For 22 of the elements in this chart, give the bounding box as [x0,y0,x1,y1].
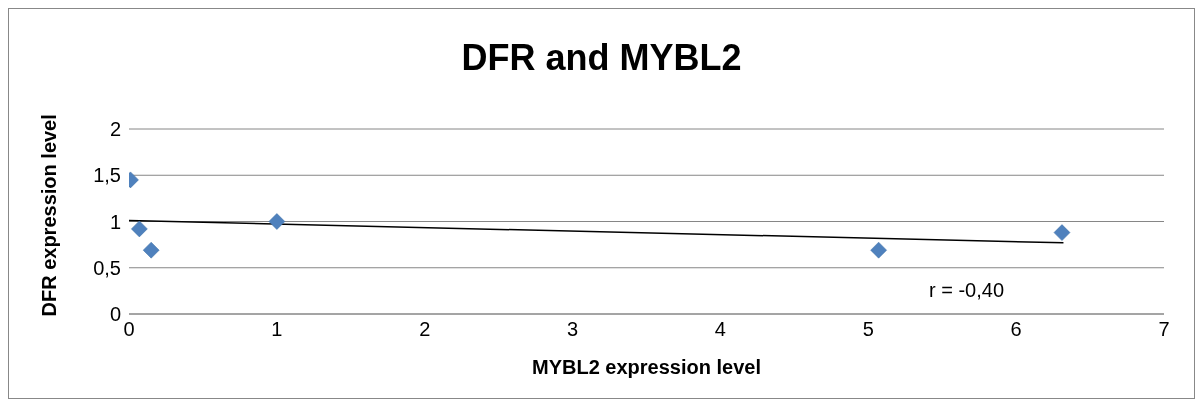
x-tick-label: 4 [714,318,726,341]
point [131,220,148,238]
y-axis-title: DFR expression level [38,114,61,317]
y-tick-label: 2 [109,118,121,141]
point [142,241,160,259]
x-tick-label: 7 [1158,318,1170,341]
x-tick-label: 3 [567,318,579,341]
x-tick-label: 5 [862,318,874,341]
point [268,213,286,230]
annotation: r = -0,40 [929,279,1005,302]
x-tick-label: 0 [123,318,135,341]
y-tick-label: 0,5 [93,256,121,279]
x-tick-label: 2 [419,318,431,341]
chart-title: DFR and MYBL2 [460,37,743,79]
y-tick-label: 1,5 [93,164,121,187]
y-tick-label: 0 [109,303,121,326]
x-axis-title: MYBL2 expression level [532,356,761,378]
y-tick-label: 1 [109,210,121,233]
point [1053,224,1071,241]
x-tick-label: 6 [1010,318,1022,341]
point [870,241,887,259]
x-tick-label: 1 [271,318,283,341]
